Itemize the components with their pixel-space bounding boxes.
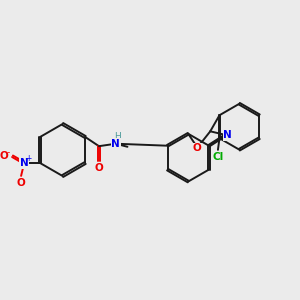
Text: Cl: Cl <box>212 152 224 162</box>
Text: O: O <box>17 178 26 188</box>
Text: H: H <box>114 133 121 142</box>
Text: N: N <box>20 158 28 168</box>
Text: +: + <box>25 154 32 163</box>
Text: N: N <box>223 130 232 140</box>
Text: O: O <box>94 163 103 172</box>
Text: -: - <box>7 148 10 157</box>
Text: O: O <box>0 151 8 161</box>
Text: N: N <box>111 139 120 149</box>
Text: O: O <box>192 143 201 154</box>
